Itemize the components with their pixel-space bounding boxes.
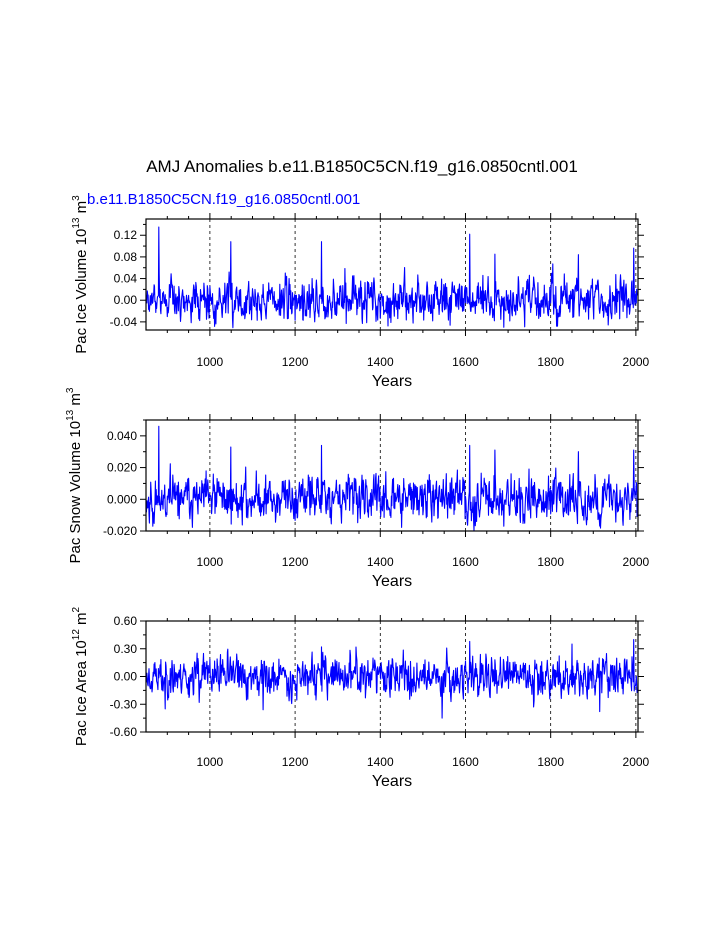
- y-tick-label: -0.30: [110, 697, 138, 711]
- y-tick-label: 0.00: [114, 670, 138, 684]
- y-axis-title: Pac Ice Volume 1013 m3: [71, 195, 90, 354]
- x-tick-label: 1600: [452, 755, 479, 769]
- y-tick-label: 0.30: [114, 642, 138, 656]
- x-tick-label: 1600: [452, 355, 479, 369]
- y-tick-label: 0.020: [107, 461, 137, 475]
- x-tick-label: 1800: [537, 555, 564, 569]
- y-tick-label: -0.04: [110, 315, 138, 329]
- x-tick-label: 1600: [452, 555, 479, 569]
- y-tick-label: 0.000: [107, 492, 137, 506]
- panel-2: 1000 1200 1400 1600 1800 2000 -0.020 0.000 0.020…: [65, 387, 650, 590]
- y-tick-label: -0.60: [110, 725, 138, 739]
- x-tick-label: 1800: [537, 755, 564, 769]
- y-tick-label: 0.12: [114, 228, 138, 242]
- series-line: [145, 226, 638, 329]
- panel-3: 1000 1200 1400 1600 1800 2000 -0.60 -0.30 0.00 0.…: [71, 606, 650, 790]
- x-tick-label: 2000: [623, 755, 650, 769]
- x-tick-label: 1400: [367, 755, 394, 769]
- x-tick-label: 1800: [537, 355, 564, 369]
- y-tick-label: 0.08: [114, 250, 138, 264]
- y-tick-label: 0.040: [107, 429, 137, 443]
- x-axis-title: Years: [372, 773, 412, 790]
- figure-title: AMJ Anomalies b.e11.B1850C5CN.f19_g16.08…: [146, 157, 578, 176]
- y-tick-label: 0.04: [114, 272, 138, 286]
- y-axis-title: Pac Ice Area 1012 m2: [71, 606, 90, 746]
- series-label: b.e11.B1850C5CN.f19_g16.0850cntl.001: [87, 191, 360, 208]
- x-tick-label: 1200: [282, 755, 309, 769]
- y-tick-label: 0.00: [114, 293, 138, 307]
- x-tick-label: 2000: [623, 355, 650, 369]
- x-tick-label: 2000: [623, 555, 650, 569]
- y-tick-label: -0.020: [103, 524, 137, 538]
- series-line: [145, 638, 638, 719]
- plot-frame: [145, 218, 639, 331]
- plot-frame: [145, 419, 639, 532]
- series-line: [145, 425, 638, 532]
- x-tick-label: 1000: [197, 755, 224, 769]
- x-tick-label: 1000: [197, 355, 224, 369]
- y-tick-label: 0.60: [114, 614, 138, 628]
- x-tick-label: 1000: [197, 555, 224, 569]
- panels: 1000 1200 1400 1600 1800 2000 -0.04 0.00 0.04 0.0…: [65, 195, 650, 790]
- x-tick-label: 1400: [367, 555, 394, 569]
- x-tick-label: 1200: [282, 355, 309, 369]
- x-tick-label: 1200: [282, 555, 309, 569]
- x-tick-label: 1400: [367, 355, 394, 369]
- y-axis-title: Pac Snow Volume 1013 m3: [65, 387, 84, 563]
- panel-1: 1000 1200 1400 1600 1800 2000 -0.04 0.00 0.04 0.0…: [71, 195, 650, 390]
- x-axis-title: Years: [372, 373, 412, 390]
- x-axis-title: Years: [372, 573, 412, 590]
